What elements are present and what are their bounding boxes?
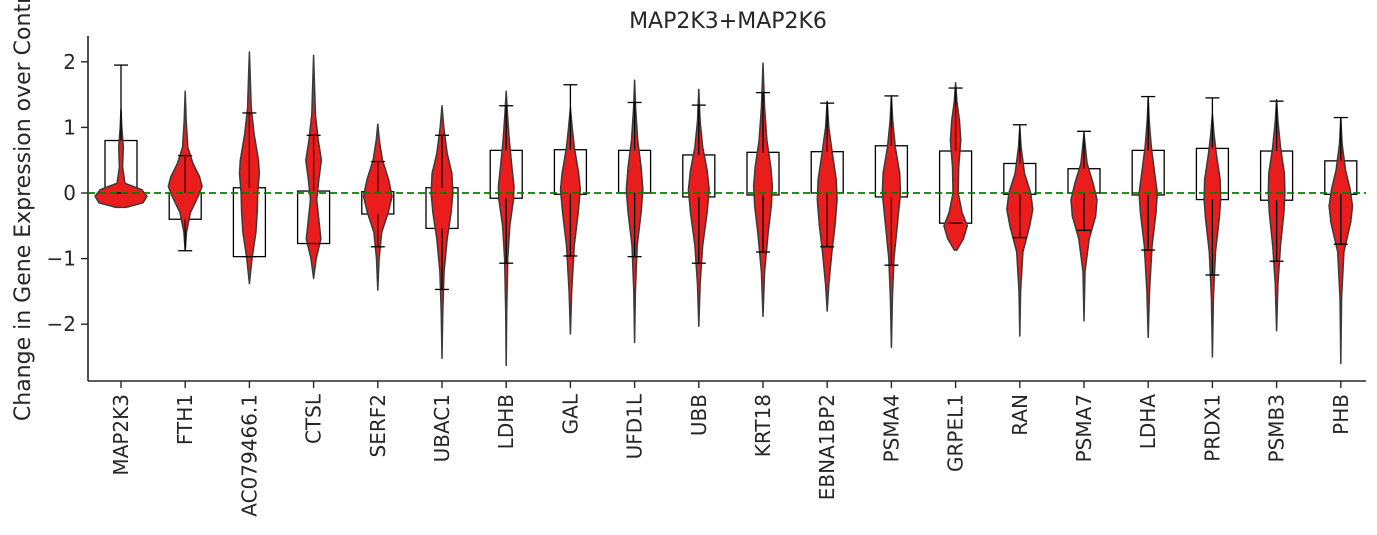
x-tick-label: UBB: [687, 394, 711, 436]
x-tick-label: GRPEL1: [944, 394, 968, 472]
violin-KRT18: [752, 62, 774, 318]
violin-SERF2: [362, 123, 393, 291]
x-tick-label: PSMA4: [879, 394, 903, 462]
x-tick-label: MAP2K3: [109, 394, 133, 476]
y-axis: 2 1 0 −1 −2: [47, 36, 89, 381]
whiskers-SERF2: [370, 160, 385, 248]
y-axis-label: Change in Gene Expression over Contr: [11, 0, 36, 421]
x-tick-label: CTSL: [302, 393, 326, 444]
whiskers-GAL: [563, 84, 578, 257]
y-tick-label: −2: [47, 312, 76, 336]
whiskers-UBAC1: [435, 134, 449, 291]
whiskers-PSMB3: [1269, 100, 1284, 262]
x-tick-label: LDHA: [1136, 394, 1160, 450]
y-tick-label: 0: [63, 181, 76, 205]
x-tick-label: RAN: [1008, 394, 1032, 436]
whiskers-LDHA: [1141, 95, 1156, 251]
whiskers-PSMA4: [884, 95, 899, 266]
y-tick-label: 1: [63, 115, 76, 139]
y-tick-label: −1: [47, 247, 76, 271]
x-tick-label: FTH1: [173, 394, 197, 445]
whiskers-PRDX1: [1205, 97, 1220, 276]
chart-title: MAP2K3+MAP2K6: [629, 9, 827, 34]
whiskers-FTH1: [178, 154, 193, 252]
x-tick-label: SERF2: [366, 394, 390, 457]
whiskers-CTSL: [306, 134, 321, 245]
x-tick-label: PHB: [1329, 394, 1353, 435]
x-tick-label: AC079466.1: [237, 394, 261, 517]
whiskers-KRT18: [756, 91, 770, 253]
whiskers-PSMA7: [1077, 130, 1091, 232]
x-tick-label: UFD1L: [623, 393, 647, 459]
whiskers-AC079466.1: [242, 112, 257, 258]
whiskers-RAN: [1012, 124, 1027, 239]
whiskers-PHB: [1333, 116, 1348, 245]
y-tick-label: 2: [63, 50, 76, 74]
x-tick-label: EBNA1BP2: [815, 394, 839, 500]
whiskers-UFD1L: [627, 101, 642, 258]
x-tick-label: KRT18: [751, 394, 775, 457]
x-tick-label: GAL: [558, 393, 582, 434]
plot-area: [88, 51, 1366, 367]
whiskers-EBNA1BP2: [820, 102, 835, 248]
x-tick-label: UBAC1: [430, 394, 454, 462]
whiskers-GRPEL1: [948, 87, 963, 224]
x-tick-label: PSMB3: [1265, 394, 1289, 462]
x-axis: MAP2K3 FTH1 AC079466.1 CTSL SERF2 UBAC1 LDHB GA…: [88, 380, 1366, 517]
x-tick-label: LDHB: [494, 394, 518, 449]
whiskers-UBB: [691, 104, 706, 264]
whiskers-LDHB: [499, 105, 514, 264]
x-tick-label: PRDX1: [1200, 394, 1224, 462]
x-tick-label: PSMA7: [1072, 394, 1096, 462]
